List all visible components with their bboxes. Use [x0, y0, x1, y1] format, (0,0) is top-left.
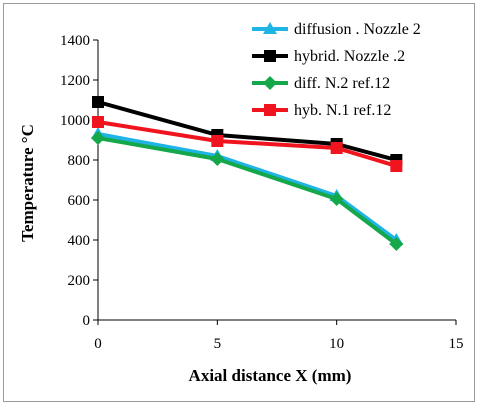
- legend-swatch-marker: [264, 50, 276, 62]
- legend-label: diff. N.2 ref.12: [294, 75, 390, 92]
- series-line: [97, 132, 398, 242]
- legend-swatch-marker: [263, 76, 277, 90]
- legend: diffusion . Nozzle 2 hybrid. Nozzle .2 dif…: [252, 21, 421, 119]
- y-tick-label: 1000: [60, 113, 90, 129]
- y-tick-label: 1200: [60, 73, 90, 89]
- y-axis-title: Temperature °C: [18, 124, 37, 242]
- x-tick-label: 10: [329, 336, 344, 352]
- axes: [97, 40, 456, 321]
- data-point: [92, 96, 104, 108]
- y-tick-label: 0: [83, 313, 91, 329]
- legend-label: hybrid. Nozzle .2: [294, 48, 405, 65]
- legend-label: diffusion . Nozzle 2: [294, 21, 421, 38]
- data-point: [211, 135, 224, 147]
- series-line: [97, 100, 397, 162]
- series-line: [97, 120, 397, 168]
- data-point: [330, 142, 343, 154]
- data-point: [210, 152, 225, 166]
- y-tick-label: 200: [68, 273, 91, 289]
- x-tick-label: 5: [214, 336, 222, 352]
- y-tick-label: 400: [68, 233, 91, 249]
- y-tick-label: 1400: [60, 33, 90, 49]
- data-point: [390, 160, 403, 172]
- x-tick-label: 15: [449, 336, 464, 352]
- series-4: [92, 116, 403, 172]
- legend-item: hyb. N.1 ref.12: [252, 102, 391, 119]
- y-ticks: 0 200 400 600 800 1000 1200 1400: [60, 33, 98, 329]
- x-axis-title: Axial distance X (mm): [189, 366, 352, 385]
- series-3: [91, 131, 404, 251]
- data-point: [329, 192, 344, 206]
- legend-item: hybrid. Nozzle .2: [252, 48, 405, 65]
- legend-swatch-marker: [263, 22, 277, 34]
- legend-swatch-marker: [264, 104, 276, 116]
- chart-frame: [3, 3, 475, 402]
- x-tick-label: 0: [94, 336, 102, 352]
- x-ticks: 0 5 10 15: [94, 320, 464, 352]
- series-line: [97, 136, 398, 246]
- y-tick-label: 600: [68, 193, 91, 209]
- legend-item: diffusion . Nozzle 2: [252, 21, 421, 38]
- data-point: [91, 131, 105, 145]
- legend-label: hyb. N.1 ref.12: [294, 102, 391, 119]
- series-layer: [91, 96, 404, 251]
- data-point: [389, 237, 404, 251]
- legend-item: diff. N.2 ref.12: [252, 75, 390, 92]
- data-point: [92, 116, 104, 128]
- y-tick-label: 800: [68, 153, 91, 169]
